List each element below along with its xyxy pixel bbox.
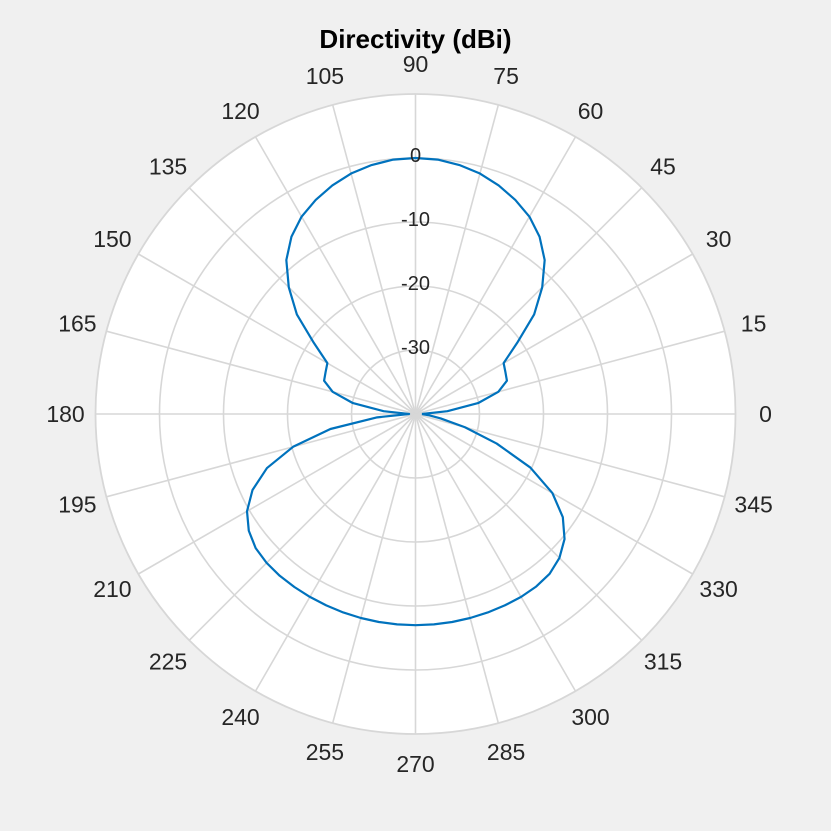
directivity-series-line: [245, 156, 566, 627]
angle-tick-label: 180: [46, 401, 84, 427]
grid-spoke: [188, 413, 417, 641]
radial-tick-labels: 0 -10 -20 -30: [401, 145, 430, 359]
grid-spoke: [415, 413, 694, 575]
angle-tick-label: 255: [306, 739, 344, 765]
grid-spoke: [188, 187, 417, 415]
angle-tick-label: 135: [149, 154, 187, 180]
chart-title: Directivity (dBi): [319, 24, 511, 54]
angle-tick-label: 165: [58, 310, 96, 336]
radial-tick-label: -20: [401, 273, 430, 295]
grid-spoke: [414, 413, 643, 641]
angle-tick-label: 240: [221, 704, 259, 730]
angle-tick-label: 30: [706, 226, 732, 252]
angle-tick-label: 60: [578, 98, 604, 124]
grid-spoke: [106, 330, 416, 415]
grid-spoke: [414, 413, 577, 692]
grid-spoke: [331, 104, 417, 415]
angle-tick-label: 120: [221, 98, 259, 124]
angle-tick-label: 45: [650, 154, 676, 180]
angle-tick-label: 210: [93, 576, 131, 602]
angle-tick-label: 105: [306, 63, 344, 89]
grid-spoke: [414, 413, 500, 724]
grid-spoke: [414, 187, 643, 415]
radial-tick-label: -30: [401, 337, 430, 359]
grid-spoke: [106, 413, 416, 498]
angle-tick-label: 315: [644, 649, 682, 675]
grid-spoke: [414, 104, 500, 415]
grid-spoke: [414, 136, 577, 415]
grid-spoke: [137, 413, 416, 575]
outer-ring: [94, 93, 737, 735]
angle-tick-label: 330: [699, 576, 737, 602]
angle-tick-label: 90: [403, 51, 429, 77]
series-layer: [245, 156, 566, 627]
angle-tick-label: 270: [396, 751, 434, 777]
angle-tick-label: 345: [734, 492, 772, 518]
grid-spoke: [415, 330, 725, 415]
grid-spoke: [254, 413, 417, 692]
angle-tick-labels: 0 15 30 45 60 75 90 105 120 135 150 165 180 195 210 225…: [46, 51, 772, 777]
angle-tick-label: 225: [149, 649, 187, 675]
angle-tick-label: 150: [93, 226, 131, 252]
radial-tick-label: 0: [410, 145, 421, 167]
polar-grid: [94, 93, 737, 735]
angle-tick-label: 195: [58, 492, 96, 518]
grid-spoke: [137, 253, 416, 415]
radial-tick-label: -10: [401, 209, 430, 231]
angle-tick-label: 0: [759, 401, 772, 427]
angle-tick-label: 300: [571, 704, 609, 730]
angle-tick-label: 75: [493, 63, 519, 89]
grid-spoke: [254, 136, 417, 415]
angle-tick-label: 15: [741, 310, 767, 336]
angle-tick-label: 285: [487, 739, 525, 765]
grid-spoke: [331, 413, 417, 724]
grid-spoke: [415, 253, 694, 415]
